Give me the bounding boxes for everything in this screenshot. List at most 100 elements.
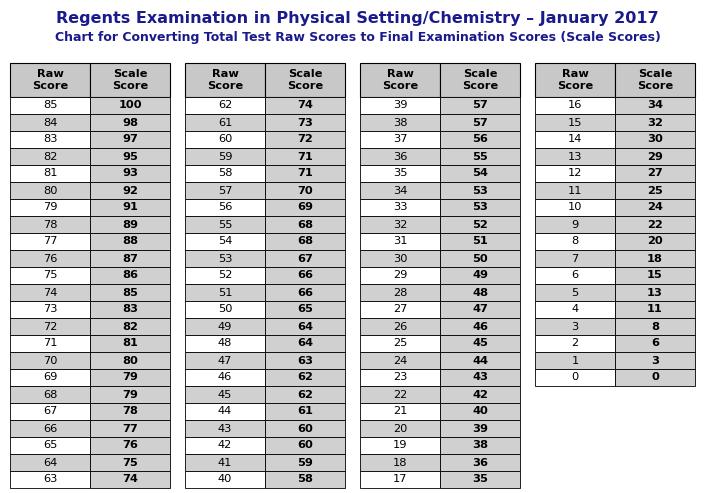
Text: 15: 15 xyxy=(568,117,582,128)
Bar xyxy=(90,335,170,352)
Text: 18: 18 xyxy=(393,458,408,467)
Bar xyxy=(360,216,440,233)
Bar xyxy=(615,165,695,182)
Text: 85: 85 xyxy=(43,101,57,110)
Text: 30: 30 xyxy=(647,135,663,144)
Text: 54: 54 xyxy=(218,237,232,246)
Bar xyxy=(360,267,440,284)
Text: 46: 46 xyxy=(472,321,488,331)
Text: 92: 92 xyxy=(122,185,138,196)
Bar xyxy=(265,301,345,318)
Bar xyxy=(185,284,265,301)
Text: 69: 69 xyxy=(297,203,313,212)
Bar xyxy=(265,182,345,199)
Bar xyxy=(615,63,695,97)
Bar xyxy=(615,114,695,131)
Bar xyxy=(440,352,520,369)
Text: 0: 0 xyxy=(651,373,659,383)
Bar xyxy=(90,131,170,148)
Text: 13: 13 xyxy=(647,287,663,297)
Text: 22: 22 xyxy=(393,389,407,399)
Text: 70: 70 xyxy=(297,185,313,196)
Bar xyxy=(10,267,90,284)
Text: 74: 74 xyxy=(43,287,57,297)
Text: 19: 19 xyxy=(393,441,408,451)
Bar xyxy=(265,233,345,250)
Text: 27: 27 xyxy=(393,305,407,315)
Text: 18: 18 xyxy=(647,253,663,263)
Text: 45: 45 xyxy=(472,339,488,349)
Bar xyxy=(615,301,695,318)
Text: 35: 35 xyxy=(393,169,408,178)
Text: 67: 67 xyxy=(297,253,313,263)
Text: 43: 43 xyxy=(472,373,488,383)
Bar xyxy=(360,420,440,437)
Text: 71: 71 xyxy=(297,151,313,162)
Bar xyxy=(535,63,615,97)
Text: 6: 6 xyxy=(571,271,578,281)
Text: 65: 65 xyxy=(297,305,313,315)
Text: Scale: Scale xyxy=(463,69,497,79)
Bar xyxy=(10,97,90,114)
Text: 40: 40 xyxy=(472,407,488,417)
Bar xyxy=(265,420,345,437)
Bar xyxy=(615,267,695,284)
Bar xyxy=(10,420,90,437)
Bar xyxy=(535,233,615,250)
Text: 75: 75 xyxy=(122,458,138,467)
Bar xyxy=(535,182,615,199)
Bar xyxy=(90,437,170,454)
Text: 20: 20 xyxy=(393,423,407,433)
Text: 36: 36 xyxy=(472,458,488,467)
Text: 8: 8 xyxy=(651,321,659,331)
Bar xyxy=(265,131,345,148)
Bar xyxy=(185,267,265,284)
Text: 51: 51 xyxy=(218,287,232,297)
Text: 72: 72 xyxy=(297,135,313,144)
Text: 59: 59 xyxy=(297,458,313,467)
Text: Score: Score xyxy=(382,81,418,91)
Text: 57: 57 xyxy=(472,117,488,128)
Bar xyxy=(360,131,440,148)
Bar xyxy=(440,318,520,335)
Text: 25: 25 xyxy=(393,339,407,349)
Text: 46: 46 xyxy=(218,373,232,383)
Text: 31: 31 xyxy=(393,237,408,246)
Text: 63: 63 xyxy=(43,474,57,485)
Bar xyxy=(90,471,170,488)
Bar xyxy=(10,182,90,199)
Bar xyxy=(360,114,440,131)
Text: 5: 5 xyxy=(571,287,578,297)
Text: 93: 93 xyxy=(122,169,138,178)
Bar xyxy=(90,250,170,267)
Text: 7: 7 xyxy=(571,253,578,263)
Text: 57: 57 xyxy=(472,101,488,110)
Bar xyxy=(360,386,440,403)
Text: 29: 29 xyxy=(647,151,663,162)
Bar xyxy=(90,369,170,386)
Text: 73: 73 xyxy=(43,305,57,315)
Text: 62: 62 xyxy=(297,373,313,383)
Text: 80: 80 xyxy=(122,355,138,365)
Text: 3: 3 xyxy=(651,355,659,365)
Bar xyxy=(615,97,695,114)
Text: 74: 74 xyxy=(297,101,313,110)
Text: 62: 62 xyxy=(218,101,232,110)
Bar xyxy=(185,335,265,352)
Bar xyxy=(615,148,695,165)
Text: 85: 85 xyxy=(122,287,138,297)
Text: 42: 42 xyxy=(218,441,232,451)
Text: 27: 27 xyxy=(647,169,663,178)
Text: 53: 53 xyxy=(472,185,488,196)
Bar xyxy=(615,284,695,301)
Text: 22: 22 xyxy=(647,219,663,230)
Bar xyxy=(440,420,520,437)
Bar xyxy=(265,369,345,386)
Text: 13: 13 xyxy=(568,151,582,162)
Bar xyxy=(265,216,345,233)
Text: 38: 38 xyxy=(393,117,408,128)
Text: 34: 34 xyxy=(393,185,407,196)
Text: 10: 10 xyxy=(568,203,582,212)
Bar xyxy=(265,63,345,97)
Bar xyxy=(615,199,695,216)
